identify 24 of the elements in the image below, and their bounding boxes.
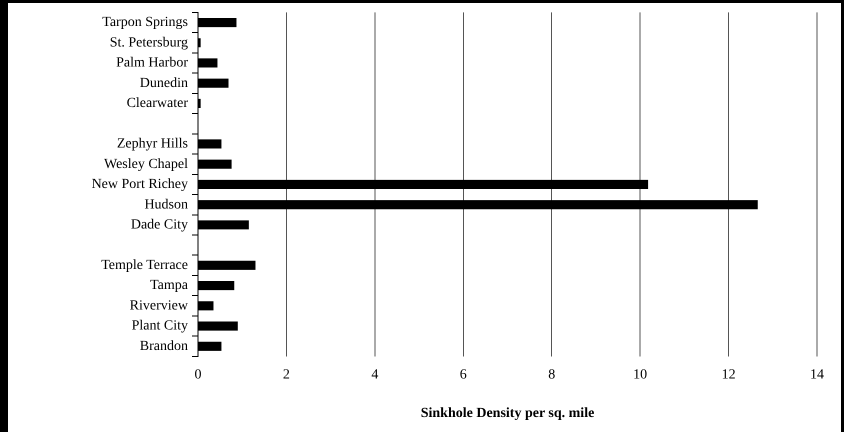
y-tick-label: Dade City	[130, 218, 188, 233]
x-tick-label: 14	[810, 367, 824, 382]
y-tick-label: New Port Richey	[92, 177, 188, 192]
y-tick-label: Temple Terrace	[101, 258, 188, 274]
x-tick-label: 8	[548, 367, 556, 382]
y-tick-label: Brandon	[140, 338, 188, 354]
x-tick-label: 12	[722, 367, 736, 382]
x-tick-label: 4	[371, 367, 378, 382]
y-tick-label: Palm Harbor	[116, 56, 188, 71]
y-tick-label: Wesley Chapel	[104, 156, 188, 172]
y-tick-label: Tampa	[150, 278, 189, 294]
y-tick-label: Clearwater	[126, 96, 188, 112]
y-tick-label: Plant City	[132, 318, 188, 334]
y-tick-label: Hudson	[144, 197, 188, 212]
y-tick-label: Riverview	[130, 298, 189, 314]
y-tick-label: Dunedin	[140, 76, 188, 91]
y-tick-label: St. Petersburg	[110, 35, 188, 50]
x-tick-label: 10	[633, 367, 648, 382]
y-tick-label: Tarpon Springs	[102, 15, 188, 30]
x-tick-label: 0	[194, 367, 202, 382]
x-axis-title: Sinkhole Density per sq. mile	[420, 406, 594, 422]
x-tick-label: 6	[460, 367, 467, 382]
x-tick-label: 2	[282, 367, 290, 382]
y-tick-label: Zephyr Hills	[116, 136, 188, 152]
